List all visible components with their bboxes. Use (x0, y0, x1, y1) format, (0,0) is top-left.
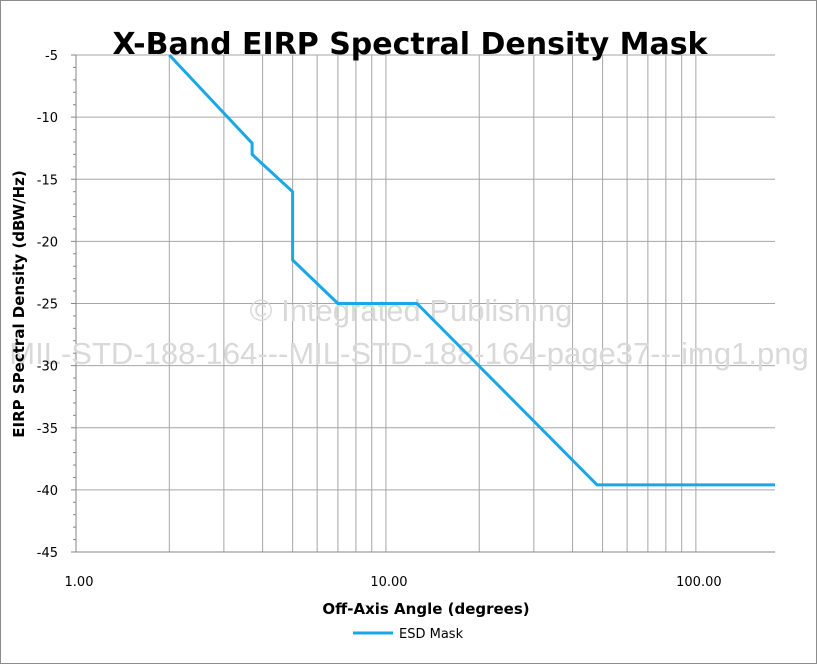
legend-label: ESD Mask (399, 627, 464, 642)
y-tick-label: -10 (37, 111, 58, 126)
y-tick-label: -20 (37, 235, 58, 250)
x-axis-label: Off-Axis Angle (degrees) (322, 600, 529, 618)
y-axis-label: EIRP SPectral Density (dBW/Hz) (10, 170, 28, 437)
y-tick-label: -25 (37, 298, 58, 313)
series-line-esd-mask (168, 53, 775, 487)
x-tick-label: 1.00 (65, 575, 94, 590)
y-tick-label: -40 (37, 484, 58, 499)
watermark-line-2: MIL-STD-188-164---MIL-STD-188-164-page37… (9, 336, 808, 371)
tick-labels: -5 -10 -15 -20 -25 -30 -35 -40 -45 1.00 10.00 100.0… (37, 49, 722, 590)
y-tick-label: -30 (37, 360, 58, 375)
x-tick-label: 100.00 (676, 575, 722, 590)
chart-title: X-Band EIRP Spectral Density Mask (112, 27, 708, 62)
x-tick-label: 10.00 (370, 575, 407, 590)
y-tick-label: -15 (37, 173, 58, 188)
y-tick-label: -45 (37, 546, 58, 561)
y-tick-label: -35 (37, 422, 58, 437)
watermark-line-1: © Integrated Publishing (250, 293, 573, 328)
series-layer (168, 53, 775, 487)
watermark: © Integrated Publishing MIL-STD-188-164-… (9, 293, 808, 371)
grid (71, 54, 775, 553)
y-tick-label: -5 (45, 49, 58, 64)
legend: ESD Mask (353, 627, 464, 642)
